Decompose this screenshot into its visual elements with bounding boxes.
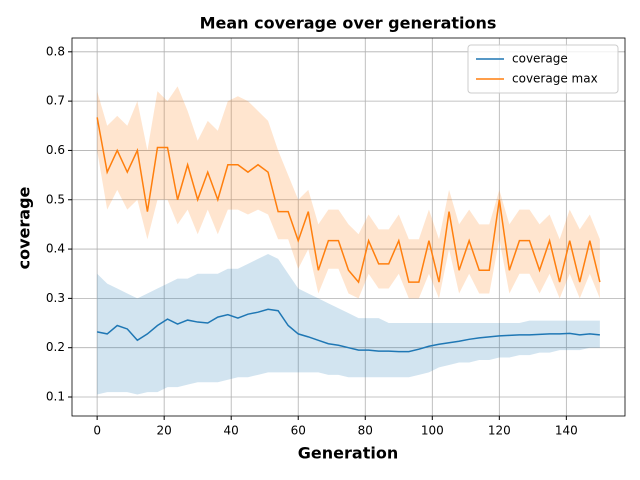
x-tick-label: 60 xyxy=(291,424,306,438)
x-tick-label: 100 xyxy=(421,424,444,438)
x-tick-label: 0 xyxy=(93,424,101,438)
band xyxy=(97,254,600,395)
y-tick-label: 0.1 xyxy=(46,390,65,404)
band xyxy=(97,86,600,299)
y-tick-label: 0.8 xyxy=(46,44,65,58)
line xyxy=(96,308,600,353)
x-tick-label: 140 xyxy=(555,424,578,438)
x-tick-label: 80 xyxy=(358,424,373,438)
x-tick-label: 20 xyxy=(157,424,172,438)
x-tick-label: 120 xyxy=(488,424,511,438)
legend-box xyxy=(467,44,619,94)
y-axis-label: coverage xyxy=(15,186,34,269)
y-tick-label: 0.7 xyxy=(46,94,65,108)
y-tick-label: 0.6 xyxy=(46,143,65,157)
line xyxy=(96,117,601,284)
y-tick-label: 0.2 xyxy=(46,340,65,354)
chart-title: Mean coverage over generations xyxy=(200,14,497,33)
legend-label: coverage xyxy=(512,52,568,66)
y-tick-label: 0.3 xyxy=(46,291,65,305)
y-tick-label: 0.5 xyxy=(46,192,65,206)
x-axis-label: Generation xyxy=(298,444,398,463)
legend-label: coverage max xyxy=(512,72,598,86)
plot-frame xyxy=(71,37,626,417)
x-tick-label: 40 xyxy=(224,424,239,438)
y-tick-label: 0.4 xyxy=(46,242,65,256)
